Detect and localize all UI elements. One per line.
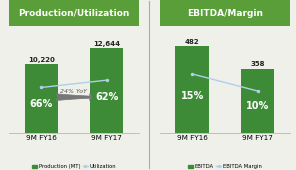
Bar <box>176 46 209 133</box>
Text: 10,220: 10,220 <box>28 57 55 63</box>
Text: 66%: 66% <box>30 99 53 109</box>
Bar <box>25 64 58 133</box>
Legend: EBITDA, EBITDA Margin: EBITDA, EBITDA Margin <box>186 162 264 170</box>
Text: Production/Utilization: Production/Utilization <box>18 9 130 18</box>
Text: EBITDA/Margin: EBITDA/Margin <box>187 9 263 18</box>
Text: 10%: 10% <box>246 101 269 111</box>
Text: 62%: 62% <box>95 92 118 102</box>
Text: 24% YoY: 24% YoY <box>60 89 88 94</box>
Text: 12,644: 12,644 <box>93 41 120 47</box>
Text: 482: 482 <box>185 39 200 45</box>
Bar <box>90 48 123 133</box>
Legend: Production (MT), Utilization: Production (MT), Utilization <box>30 162 118 170</box>
Text: 358: 358 <box>250 61 265 67</box>
Text: 15%: 15% <box>181 91 204 101</box>
Bar <box>241 69 274 133</box>
